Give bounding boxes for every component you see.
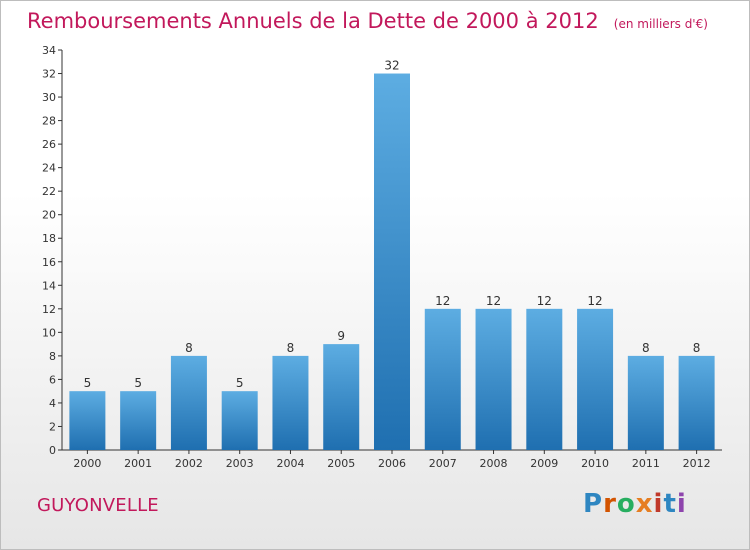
data-label-2006: 32	[384, 59, 399, 73]
y-tick-label: 10	[42, 326, 56, 339]
logo-letter: i	[653, 489, 664, 519]
data-label-2010: 12	[587, 294, 602, 308]
y-tick-label: 6	[49, 373, 56, 386]
y-tick-label: 16	[42, 256, 56, 269]
logo-letter: o	[616, 489, 636, 519]
y-tick-label: 24	[42, 162, 56, 175]
data-label-2008: 12	[486, 294, 501, 308]
chart-unit: (en milliers d'€)	[613, 17, 708, 31]
y-tick-label: 32	[42, 68, 56, 81]
data-label-2001: 5	[134, 376, 142, 390]
x-tick-label-2010: 2010	[581, 457, 609, 470]
bar-2006	[374, 73, 410, 450]
chart-title: Remboursements Annuels de la Dette de 20…	[27, 9, 599, 33]
y-tick-label: 14	[42, 279, 56, 292]
data-label-2009: 12	[537, 294, 552, 308]
logo-letter: r	[603, 489, 617, 519]
data-label-2012: 8	[693, 341, 701, 355]
bar-2012	[678, 355, 715, 450]
y-tick-label: 34	[42, 44, 56, 57]
x-tick-label-2011: 2011	[632, 457, 660, 470]
y-tick-label: 8	[49, 350, 56, 363]
x-tick-label-2005: 2005	[327, 457, 355, 470]
logo-letter: x	[635, 489, 654, 519]
commune-name: GUYONVELLE	[37, 495, 159, 516]
bar-2011	[627, 355, 664, 450]
proxiti-logo: Proxiti	[583, 489, 687, 519]
logo-letter: i	[676, 489, 687, 519]
y-tick-label: 12	[42, 303, 56, 316]
x-tick-label-2009: 2009	[530, 457, 558, 470]
bar-2005	[323, 344, 360, 450]
data-label-2002: 8	[185, 341, 193, 355]
y-tick-label: 20	[42, 209, 56, 222]
x-tick-label-2007: 2007	[429, 457, 457, 470]
bar-2009	[526, 308, 563, 450]
x-tick-label-2001: 2001	[124, 457, 152, 470]
logo-letter: t	[663, 489, 677, 519]
chart-bars	[69, 73, 715, 450]
bar-2002	[170, 355, 207, 450]
x-tick-label-2004: 2004	[276, 457, 304, 470]
chart-x-tick-labels: 2000 2001 2002 2003 2004 2005 2006 2007 2008 2009…	[73, 457, 710, 470]
bar-2001	[120, 391, 157, 450]
y-tick-label: 0	[49, 444, 56, 457]
bar-2008	[475, 308, 512, 450]
x-tick-label-2008: 2008	[480, 457, 508, 470]
x-tick-label-2002: 2002	[175, 457, 203, 470]
y-tick-label: 28	[42, 115, 56, 128]
y-tick-label: 4	[49, 397, 56, 410]
x-tick-label-2006: 2006	[378, 457, 406, 470]
y-tick-label: 22	[42, 185, 56, 198]
y-tick-label: 2	[49, 420, 56, 433]
data-label-2005: 9	[337, 329, 345, 343]
bar-2003	[221, 391, 258, 450]
y-tick-label: 18	[42, 232, 56, 245]
data-label-2000: 5	[84, 376, 92, 390]
chart-title-block: Remboursements Annuels de la Dette de 20…	[27, 9, 708, 33]
x-tick-label-2000: 2000	[73, 457, 101, 470]
logo-letter: P	[583, 489, 604, 519]
bar-2004	[272, 355, 309, 450]
x-tick-label-2012: 2012	[683, 457, 711, 470]
chart-data-labels: 5 5 8 5 8 9 32 12 12 12 12 8 8	[84, 59, 701, 391]
y-tick-label: 26	[42, 138, 56, 151]
y-tick-label: 30	[42, 91, 56, 104]
bar-2010	[577, 308, 614, 450]
bar-2007	[424, 308, 461, 450]
data-label-2003: 5	[236, 376, 244, 390]
x-tick-label-2003: 2003	[226, 457, 254, 470]
data-label-2004: 8	[287, 341, 295, 355]
data-label-2011: 8	[642, 341, 650, 355]
data-label-2007: 12	[435, 294, 450, 308]
bar-2000	[69, 391, 106, 450]
